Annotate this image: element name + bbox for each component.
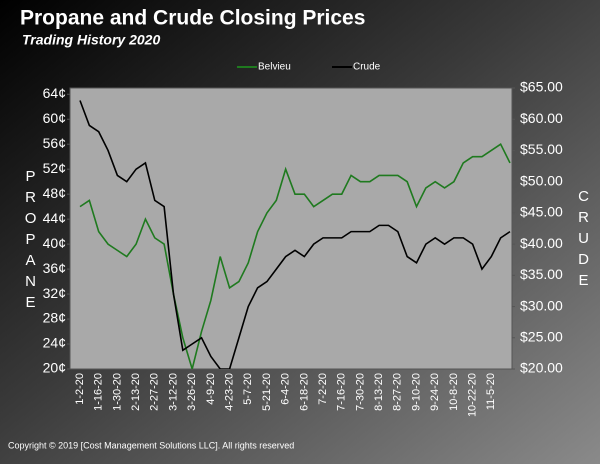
y2-tick-label: $25.00: [520, 328, 563, 344]
series-line: [79, 143, 511, 369]
legend-label: Belvieu: [258, 62, 291, 73]
lines: [79, 100, 511, 369]
y-tick-label: 36¢: [43, 260, 66, 276]
x-tick-label: 10-8-20: [448, 373, 460, 411]
x-tick-label: 2-13-20: [130, 373, 142, 411]
y2-tick-label: $65.00: [520, 79, 563, 95]
x-tick-label: 1-2-20: [74, 373, 86, 405]
x-tick-label: 4-9-20: [205, 373, 217, 405]
y-tick-label: 40¢: [43, 235, 66, 251]
x-tick-label: 1-16-20: [93, 373, 105, 411]
x-tick-label: 5-7-20: [242, 373, 254, 405]
plot-area: [69, 87, 513, 370]
y-tick-label: 28¢: [43, 310, 66, 326]
x-tick-label: 3-12-20: [167, 373, 179, 411]
x-tick-label: 9-10-20: [410, 373, 422, 411]
y-tick-label: 60¢: [43, 110, 66, 126]
y2-tick-label: $35.00: [520, 266, 563, 282]
x-tick-label: 10-22-20: [467, 373, 479, 417]
y-tick-label: 64¢: [43, 85, 66, 101]
y2-tick-label: $60.00: [520, 110, 563, 126]
y-tick-label: 52¢: [43, 160, 66, 176]
x-tick-label: 2-27-20: [149, 373, 161, 411]
y-tick-label: 56¢: [43, 135, 66, 151]
y2-tick-label: $45.00: [520, 204, 563, 220]
y2-tick-label: $50.00: [520, 172, 563, 188]
x-tick-label: 6-4-20: [280, 373, 292, 405]
y2-tick-label: $20.00: [520, 360, 563, 376]
y-tick-label: 32¢: [43, 285, 66, 301]
x-tick-label: 7-2-20: [317, 373, 329, 405]
y-tick-label: 20¢: [43, 360, 66, 376]
y-tick-label: 48¢: [43, 185, 66, 201]
series-line: [79, 100, 511, 369]
y-axis-label: PROPANE: [22, 168, 39, 315]
x-tick-label: 11-5-20: [485, 373, 497, 410]
y2-tick-label: $40.00: [520, 235, 563, 251]
x-tick-label: 8-13-20: [373, 373, 385, 411]
chart-title: Propane and Crude Closing Prices: [20, 7, 365, 30]
x-tick-label: 1-30-20: [111, 373, 123, 411]
x-tick-label: 9-24-20: [429, 373, 441, 411]
x-tick-label: 8-27-20: [392, 373, 404, 411]
y2-tick-label: $30.00: [520, 297, 563, 313]
x-tick-label: 7-16-20: [336, 373, 348, 411]
footer: Copyright © 2019 [Cost Management Soluti…: [8, 440, 294, 450]
y-tick-label: 24¢: [43, 335, 66, 351]
y2-tick-label: $55.00: [520, 141, 563, 157]
x-tick-label: 5-21-20: [261, 373, 273, 411]
x-tick-label: 6-18-20: [298, 373, 310, 411]
x-tick-label: 4-23-20: [223, 373, 235, 411]
legend-label: Crude: [353, 62, 381, 73]
chart-subtitle: Trading History 2020: [22, 32, 160, 48]
y-tick-label: 44¢: [43, 210, 66, 226]
y2-axis-label: CRUDE: [575, 188, 592, 293]
x-tick-label: 3-26-20: [186, 373, 198, 411]
x-tick-label: 7-30-20: [354, 373, 366, 411]
